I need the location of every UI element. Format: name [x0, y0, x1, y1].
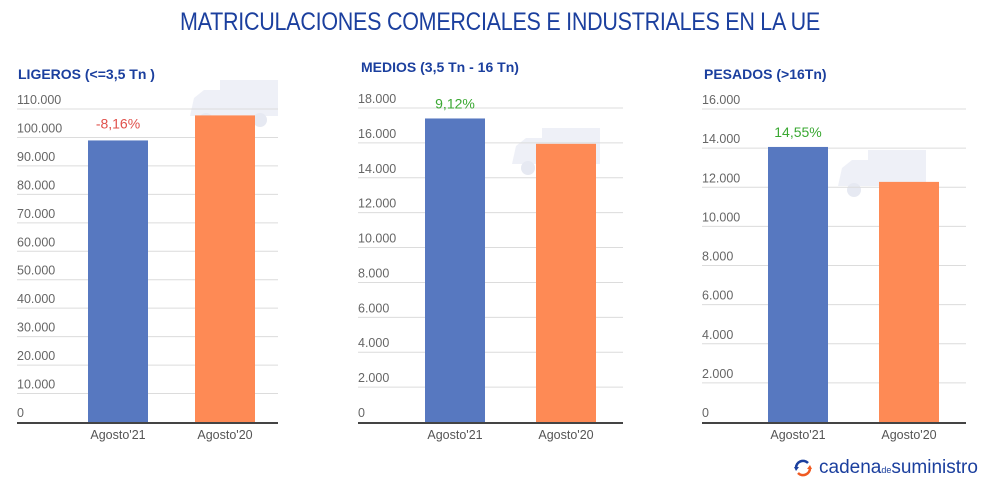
y-tick-label: 12.000 — [702, 171, 740, 185]
x-category-label: Agosto'20 — [197, 428, 252, 442]
change-percent-label: 14,55% — [774, 124, 821, 140]
charts-canvas: 0 10.000 20.000 30.000 40.000 50.000 60.000 70.… — [17, 80, 966, 442]
y-tick-label: 2.000 — [702, 367, 733, 381]
logo-text-suministro: suministro — [891, 457, 978, 478]
y-tick-label: 20.000 — [17, 349, 55, 363]
y-tick-label: 50.000 — [17, 264, 55, 278]
y-tick-label: 0 — [358, 406, 365, 420]
x-category-label: Agosto'20 — [538, 428, 593, 442]
y-tick-label: 4.000 — [702, 328, 733, 342]
truck-cargo-shape — [868, 150, 926, 186]
y-tick-label: 16.000 — [358, 127, 396, 141]
y-tick-label: 110.000 — [17, 93, 61, 107]
truck-cargo-shape — [220, 80, 278, 116]
y-tick-label: 70.000 — [17, 207, 55, 221]
truck-cab-shape — [190, 90, 220, 116]
bar-agosto20 — [195, 115, 255, 422]
bar-agosto21 — [768, 146, 828, 423]
y-tick-label: 6.000 — [358, 301, 389, 315]
y-tick-label: 60.000 — [17, 235, 55, 249]
y-tick-label: 16.000 — [702, 93, 740, 107]
panel-title-ligeros: LIGEROS (<=3,5 Tn ) — [18, 66, 155, 82]
truck-cab-shape — [512, 138, 542, 164]
y-tick-label: 14.000 — [702, 132, 740, 146]
y-tick-label: 90.000 — [17, 150, 55, 164]
change-percent-label: 9,12% — [435, 95, 475, 111]
x-category-label: Agosto'21 — [427, 428, 482, 442]
change-percent-label: -8,16% — [96, 115, 140, 131]
truck-cab-shape — [838, 160, 868, 186]
bar-agosto21 — [425, 118, 485, 422]
y-tick-label: 10.000 — [702, 210, 740, 224]
y-tick-label: 4.000 — [358, 336, 389, 350]
bar-agosto21 — [88, 140, 148, 423]
y-tick-label: 10.000 — [358, 232, 396, 246]
y-tick-label: 0 — [17, 406, 24, 420]
y-tick-label: 6.000 — [702, 289, 733, 303]
x-category-label: Agosto'21 — [90, 428, 145, 442]
y-tick-label: 30.000 — [17, 321, 55, 335]
y-tick-label: 100.000 — [17, 121, 62, 135]
bar-agosto20 — [879, 181, 939, 422]
y-tick-label: 40.000 — [17, 292, 55, 306]
logo-text-cadena: cadena — [819, 457, 882, 478]
truck-watermark-icon — [838, 150, 926, 197]
x-category-label: Agosto'21 — [770, 428, 825, 442]
y-tick-label: 8.000 — [702, 250, 733, 264]
y-tick-label: 10.000 — [17, 378, 55, 392]
logo-text-de: de — [881, 465, 892, 475]
y-tick-label: 80.000 — [17, 178, 55, 192]
truck-wheel-shape — [521, 161, 535, 175]
logo: cadena de suministro — [793, 457, 978, 479]
panel-title-pesados: PESADOS (>16Tn) — [704, 66, 827, 82]
truck-wheel-shape — [847, 183, 861, 197]
y-tick-label: 12.000 — [358, 197, 396, 211]
bar-agosto20 — [536, 143, 596, 423]
x-category-label: Agosto'20 — [881, 428, 936, 442]
page-title: MATRICULACIONES COMERCIALES E INDUSTRIAL… — [180, 8, 820, 36]
panel-title-medios: MEDIOS (3,5 Tn - 16 Tn) — [361, 59, 519, 75]
y-tick-label: 18.000 — [358, 92, 396, 106]
y-tick-label: 14.000 — [358, 162, 396, 176]
truck-wheel-shape — [253, 113, 267, 127]
y-tick-label: 8.000 — [358, 266, 389, 280]
y-tick-label: 0 — [702, 406, 709, 420]
y-tick-label: 2.000 — [358, 371, 389, 385]
refresh-arrows-icon — [794, 459, 812, 477]
